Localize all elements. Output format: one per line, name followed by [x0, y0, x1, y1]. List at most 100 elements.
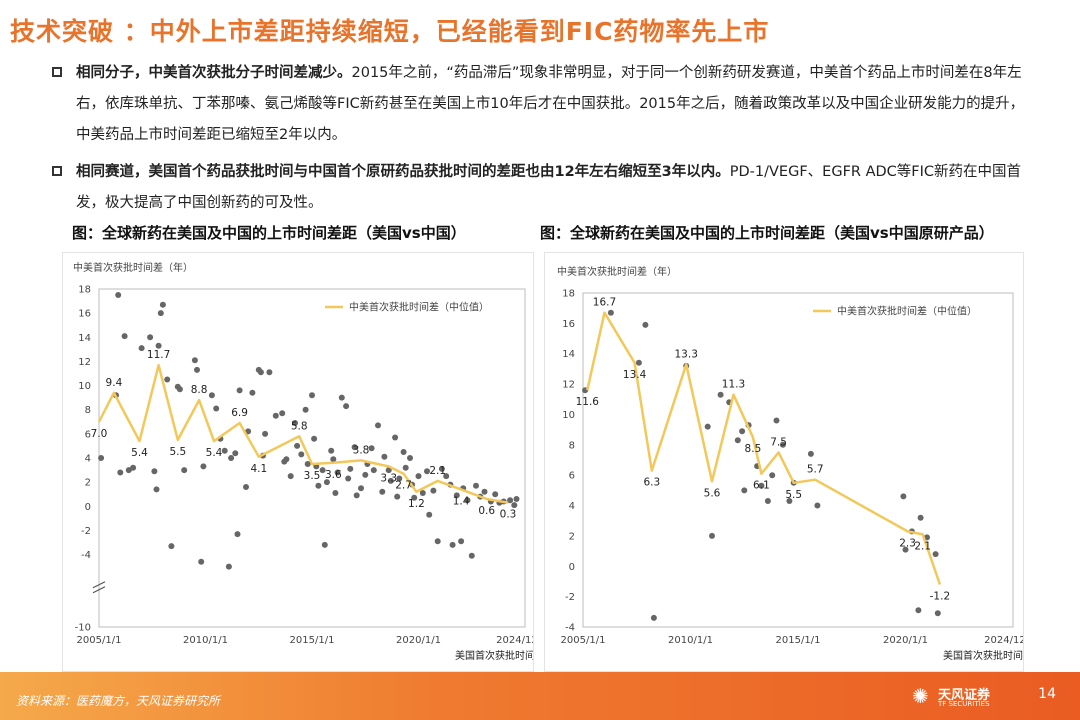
- data-point: [151, 468, 158, 475]
- median-data-label: 6.1: [753, 480, 770, 492]
- median-series-line: [97, 363, 509, 504]
- data-point: [900, 493, 907, 500]
- y-tick-label: 8: [569, 440, 575, 451]
- y-tick-label: 2: [569, 531, 575, 542]
- median-data-label: 11.7: [147, 349, 170, 361]
- data-point: [468, 552, 475, 559]
- data-point: [266, 369, 273, 376]
- data-point: [176, 386, 183, 393]
- plot-frame: [582, 292, 1014, 628]
- data-point: [786, 498, 793, 504]
- data-point: [315, 482, 322, 489]
- data-point: [387, 477, 394, 484]
- chart-right: 中美首次获批时间差（年） -4 -2 0 2 4 6 8 10 12 14 16 18 2005/1/1 2…: [557, 265, 1042, 662]
- x-tick-label: 2015/1/1: [290, 635, 335, 646]
- median-data-label: 5.7: [807, 464, 824, 476]
- median-data-label: 9.4: [106, 377, 123, 389]
- data-point: [332, 490, 339, 496]
- data-point: [200, 463, 207, 470]
- data-point: [411, 494, 418, 501]
- data-point: [396, 475, 403, 482]
- data-point: [511, 502, 518, 509]
- chart-left-panel: 中美首次获批时间差（年） -10 -4 -2 0 2 4 6 8 10 12 14 16 18 2005/1…: [62, 252, 554, 672]
- x-tick-label: 2024/12/31: [984, 635, 1023, 646]
- y-tick-label: -10: [75, 623, 91, 634]
- bullet-1-text: 2015年之前，“药品滞后”现象非常明显，对于同一个创新药研发赛道，中美首个药品…: [76, 65, 1025, 143]
- data-point: [272, 412, 279, 419]
- data-point: [164, 376, 171, 383]
- data-point: [221, 447, 228, 454]
- median-data-label: 11.6: [576, 396, 600, 408]
- x-tick-label: 2010/1/1: [668, 635, 713, 646]
- data-point: [443, 473, 450, 480]
- logo-text: 天风证券: [938, 688, 991, 703]
- data-point: [394, 493, 401, 500]
- y-tick-label: 4: [85, 454, 91, 465]
- y-tick-label: -2: [565, 592, 575, 603]
- data-point: [758, 482, 765, 489]
- legend-label: 中美首次获批时间差（中位值）: [349, 301, 489, 314]
- y-tick-label: 2: [85, 478, 91, 489]
- data-point: [130, 464, 137, 471]
- data-point: [117, 469, 124, 476]
- y-tick-label: 12: [562, 380, 575, 391]
- data-point: [194, 366, 200, 373]
- data-point: [321, 541, 328, 548]
- median-data-label: 2.1: [429, 465, 446, 477]
- data-point: [473, 482, 479, 489]
- data-point: [375, 422, 381, 429]
- data-point: [298, 451, 305, 458]
- y-tick-label: 0: [85, 502, 91, 513]
- median-data-label: 5.8: [291, 420, 308, 432]
- median-data-label: 8.5: [745, 443, 762, 455]
- median-data-label: 13.4: [623, 369, 647, 381]
- data-point: [385, 467, 392, 474]
- page-number: 14: [1038, 686, 1056, 702]
- data-point: [458, 538, 465, 545]
- y-tick-label: 10: [562, 410, 575, 421]
- chart-right-panel: 中美首次获批时间差（年） -4 -2 0 2 4 6 8 10 12 14 16 18 2005/1/1 2…: [544, 252, 1042, 672]
- data-point: [292, 420, 298, 426]
- data-point: [773, 417, 780, 424]
- data-point: [153, 486, 160, 493]
- x-tick-label: 2010/1/1: [183, 635, 228, 646]
- data-point: [294, 442, 301, 449]
- x-axis-label: 美国首次获批时间: [943, 649, 1023, 662]
- x-tick-label: 2020/1/1: [883, 635, 928, 646]
- median-data-label: 1.4: [453, 495, 470, 507]
- median-data-label: 2.1: [914, 540, 931, 552]
- data-point: [642, 321, 649, 328]
- data-point: [225, 563, 232, 570]
- bullet-1: 相同分子，中美首次获批分子时间差减少。2015年之前，“药品滞后”现象非常明显，…: [52, 58, 1037, 151]
- data-point: [779, 441, 786, 448]
- data-point: [481, 488, 488, 495]
- data-point: [181, 467, 188, 474]
- median-data-label: 7.5: [770, 436, 787, 448]
- data-point: [159, 301, 166, 308]
- median-data-label: 5.4: [206, 447, 223, 459]
- data-point: [430, 487, 437, 494]
- data-point: [334, 469, 341, 476]
- data-point: [236, 387, 243, 394]
- figure-title-left: 图：全球新药在美国及中国的上市时间差距（美国vs中国）: [72, 224, 466, 242]
- data-point: [283, 456, 290, 463]
- bullet-2: 相同赛道，美国首个药品获批时间与中国首个原研药品获批时间的差距也由12年左右缩短…: [52, 157, 1037, 219]
- data-point: [213, 405, 220, 412]
- median-data-label: 5.6: [704, 487, 721, 499]
- median-data-label: 5.4: [131, 447, 148, 459]
- data-point: [243, 484, 249, 490]
- y-axis-label: 中美首次获批时间差（年）: [73, 261, 193, 274]
- y-tick-label: 12: [78, 357, 91, 368]
- data-point: [434, 538, 441, 545]
- y-tick-label: 16: [78, 309, 91, 320]
- median-data-label: 6.3: [643, 477, 660, 489]
- data-point: [155, 342, 162, 349]
- data-point: [311, 435, 318, 442]
- data-point: [400, 449, 407, 455]
- y-tick-label: -4: [81, 550, 91, 561]
- data-point: [368, 445, 375, 452]
- median-data-label: 3.6: [325, 469, 342, 481]
- x-tick-label: 2020/1/1: [396, 635, 441, 646]
- y-tick-label: 14: [562, 349, 575, 360]
- median-data-label: -1.2: [930, 591, 951, 603]
